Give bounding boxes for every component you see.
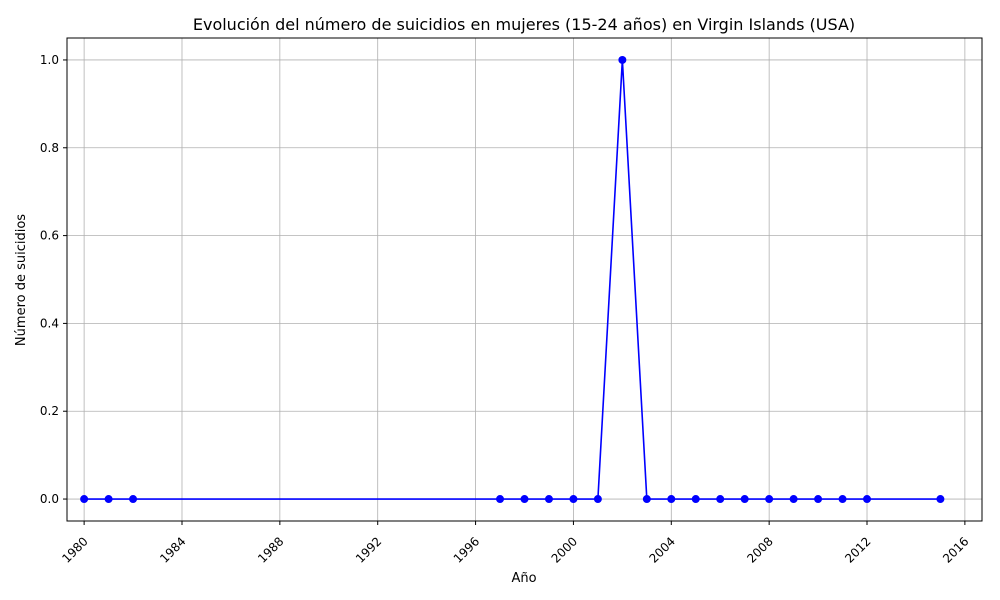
data-point xyxy=(129,495,138,504)
data-point xyxy=(691,495,700,504)
y-tick-label: 0.0 xyxy=(40,492,59,506)
x-tick-label: 1980 xyxy=(59,534,90,565)
data-point xyxy=(642,495,651,504)
data-point xyxy=(716,495,725,504)
x-tick-label: 2012 xyxy=(842,534,873,565)
data-point xyxy=(520,495,529,504)
plot-frame xyxy=(66,37,983,522)
data-point xyxy=(740,495,749,504)
x-tick-label: 2000 xyxy=(549,534,580,565)
x-tick-label: 1984 xyxy=(157,534,188,565)
data-point xyxy=(814,495,823,504)
x-tick-label: 2004 xyxy=(646,534,677,565)
data-point xyxy=(765,495,774,504)
x-axis: 1980 1984 1988 1992 1996 2000 2004 2008 2012 2016 xyxy=(59,521,972,566)
data-point xyxy=(593,495,602,504)
x-tick-label: 2016 xyxy=(940,534,971,565)
x-tick-label: 2008 xyxy=(744,534,775,565)
x-axis-label: Año xyxy=(511,571,536,586)
data-point xyxy=(569,495,578,504)
series-line xyxy=(84,59,941,500)
data-point xyxy=(789,495,798,504)
x-tick-label: 1996 xyxy=(451,534,482,565)
data-point xyxy=(838,495,847,504)
y-axis: 0.0 0.2 0.4 0.6 0.8 1.0 xyxy=(40,53,67,506)
chart-title: Evolución del número de suicidios en muj… xyxy=(193,15,855,34)
y-tick-label: 0.6 xyxy=(40,229,59,243)
grid-lines xyxy=(67,38,982,521)
y-tick-label: 0.4 xyxy=(40,316,59,330)
data-point xyxy=(496,495,505,504)
x-tick-label: 1988 xyxy=(255,534,286,565)
y-tick-label: 1.0 xyxy=(40,53,59,67)
data-point xyxy=(936,495,945,504)
data-point xyxy=(618,55,627,64)
y-tick-label: 0.8 xyxy=(40,141,59,155)
y-tick-label: 0.2 xyxy=(40,404,59,418)
data-point xyxy=(544,495,553,504)
series-group xyxy=(80,55,945,504)
y-axis-label: Número de suicidios xyxy=(14,214,29,346)
data-point xyxy=(80,495,89,504)
x-tick-label: 1992 xyxy=(353,534,384,565)
data-point xyxy=(667,495,676,504)
data-point xyxy=(863,495,872,504)
data-point xyxy=(104,495,113,504)
